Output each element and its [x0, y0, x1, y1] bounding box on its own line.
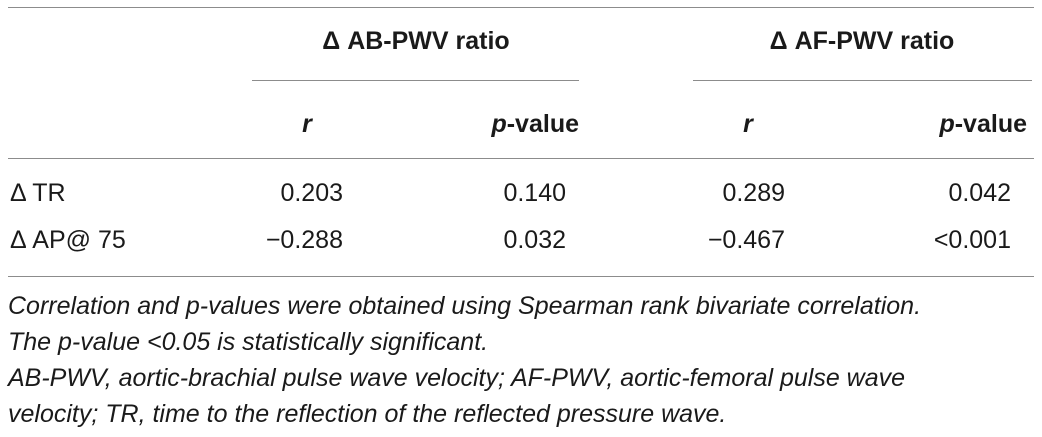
subheader-r-af: r: [743, 109, 753, 139]
group-underline-ab-pwv: [252, 80, 579, 81]
footnote-line-2: The p-value <0.05 is statistically signi…: [8, 328, 489, 356]
header-bottom-rule: [8, 158, 1034, 159]
subheader-p-af: p: [939, 110, 955, 138]
cell-ap75-ab-r: −0.288: [265, 226, 343, 254]
cell-tr-ab-p: 0.140: [503, 179, 566, 207]
subheader-r-ab-text: r: [302, 110, 312, 138]
subheader-r-ab: r: [302, 109, 312, 139]
cell-ap75-af-p: <0.001: [933, 226, 1011, 254]
subheader-value-ab: -value: [506, 110, 579, 138]
group-header-af-pwv: Δ AF-PWV ratio: [769, 27, 955, 55]
subheader-value-af: -value: [954, 110, 1027, 138]
subheader-r-af-text: r: [743, 110, 753, 138]
cell-tr-ab-r: 0.203: [280, 179, 343, 207]
subheader-p-ab: p: [491, 110, 507, 138]
cell-tr-af-r: 0.289: [722, 179, 785, 207]
footnote-line-1: Correlation and p-values were obtained u…: [8, 292, 922, 320]
table-bottom-rule: [8, 276, 1034, 277]
subheader-pvalue-af: p-value: [939, 109, 1027, 139]
row-label-tr: Δ TR: [10, 179, 66, 207]
group-header-ab-pwv: Δ AB-PWV ratio: [322, 27, 510, 55]
subheader-pvalue-ab: p-value: [491, 109, 579, 139]
table-top-rule: [8, 7, 1034, 8]
group-underline-af-pwv: [693, 80, 1032, 81]
footnote-line-4: velocity; TR, time to the reflection of …: [8, 400, 727, 428]
cell-tr-af-p: 0.042: [948, 179, 1011, 207]
cell-ap75-af-r: −0.467: [707, 226, 785, 254]
cell-ap75-ab-p: 0.032: [503, 226, 566, 254]
row-label-ap75: Δ AP@ 75: [10, 226, 126, 254]
footnote-line-3: AB-PWV, aortic-brachial pulse wave veloc…: [8, 364, 906, 392]
